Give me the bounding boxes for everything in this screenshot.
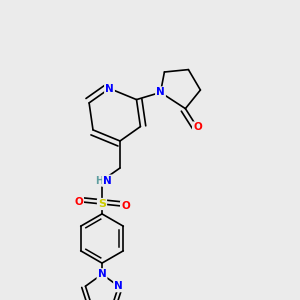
Text: O: O [193, 122, 202, 133]
Text: O: O [121, 201, 130, 212]
Text: N: N [98, 269, 106, 279]
Text: N: N [114, 281, 123, 291]
Text: N: N [105, 83, 114, 94]
Text: H: H [95, 176, 104, 186]
Text: N: N [156, 87, 165, 98]
Text: N: N [103, 176, 112, 186]
Text: O: O [74, 196, 83, 207]
Text: S: S [98, 199, 106, 209]
